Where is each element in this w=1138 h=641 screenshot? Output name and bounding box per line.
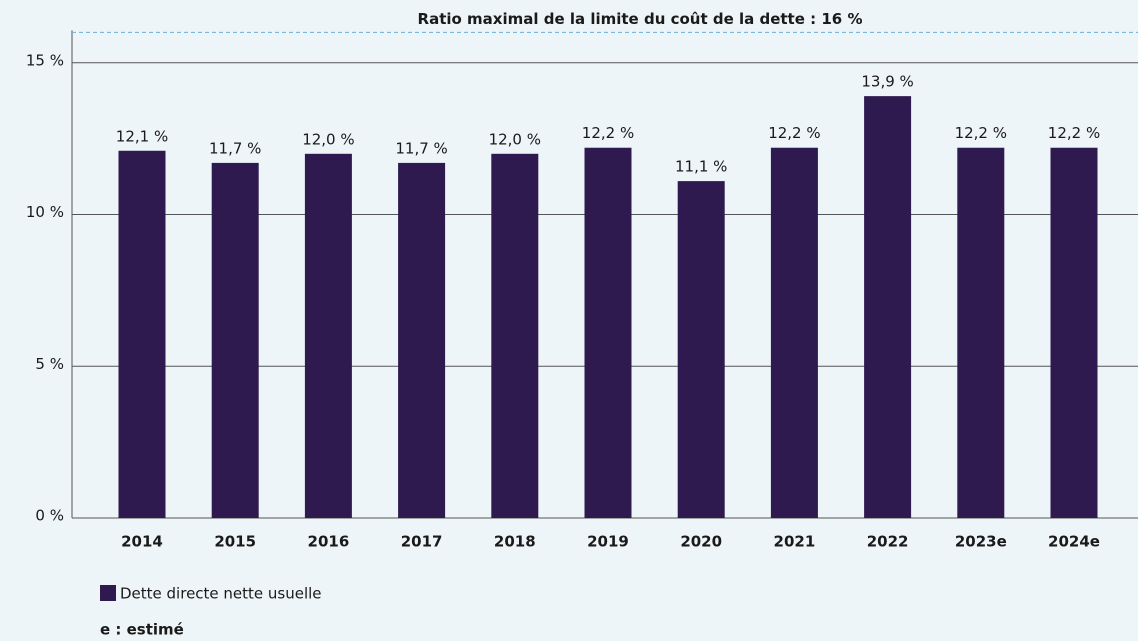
value-label: 13,9 % — [861, 73, 913, 91]
bar — [211, 162, 259, 518]
value-label: 12,2 % — [955, 124, 1007, 142]
x-tick-label: 2023e — [955, 533, 1007, 551]
y-tick-label: 0 % — [35, 507, 64, 525]
x-tick-label: 2020 — [680, 533, 722, 551]
y-tick-label: 15 % — [26, 51, 64, 69]
bar — [398, 162, 446, 518]
footnote: e : estimé — [100, 621, 184, 639]
legend-swatch — [100, 585, 116, 601]
value-label: 11,7 % — [395, 139, 447, 157]
bar — [118, 150, 166, 518]
bar — [304, 153, 352, 519]
legend-label: Dette directe nette usuelle — [120, 585, 322, 603]
x-tick-label: 2015 — [214, 533, 256, 551]
bar — [1050, 147, 1098, 519]
y-tick-label: 10 % — [26, 203, 64, 221]
value-label: 11,1 % — [675, 158, 727, 176]
reference-label: Ratio maximal de la limite du coût de la… — [418, 10, 863, 28]
x-tick-label: 2016 — [308, 533, 350, 551]
x-tick-label: 2017 — [401, 533, 443, 551]
x-tick-label: 2019 — [587, 533, 629, 551]
x-tick-label: 2021 — [774, 533, 816, 551]
bar — [957, 147, 1005, 519]
bar — [770, 147, 818, 519]
value-label: 12,2 % — [768, 124, 820, 142]
bar — [584, 147, 632, 519]
value-label: 12,2 % — [1048, 124, 1100, 142]
value-label: 11,7 % — [209, 139, 261, 157]
bar — [864, 96, 912, 518]
value-label: 12,2 % — [582, 124, 634, 142]
y-tick-label: 5 % — [35, 355, 64, 373]
value-label: 12,1 % — [116, 127, 168, 145]
bar — [677, 181, 725, 519]
bar — [491, 153, 539, 519]
x-tick-label: 2024e — [1048, 533, 1100, 551]
value-label: 12,0 % — [489, 130, 541, 148]
x-tick-label: 2018 — [494, 533, 536, 551]
value-label: 12,0 % — [302, 130, 354, 148]
x-tick-label: 2022 — [867, 533, 909, 551]
x-tick-label: 2014 — [121, 533, 163, 551]
